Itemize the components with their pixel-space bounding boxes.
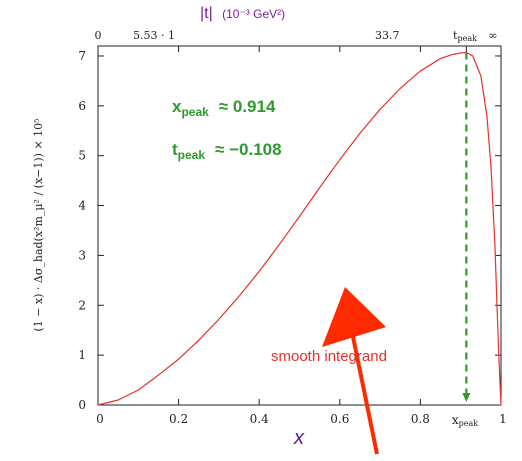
- x-tick-label: 0.8: [411, 412, 430, 426]
- top-axis-title-unit: (10⁻³ GeV²): [222, 7, 285, 21]
- y-tick-label: 5: [78, 149, 86, 163]
- x-tick-label: 0.6: [330, 412, 349, 426]
- y-tick-label: 0: [78, 398, 86, 412]
- t-peak-annotation: tpeak ≈ −0.108: [172, 140, 282, 162]
- y-tick-label: 7: [78, 49, 86, 63]
- x-peak-tick-label: xpeak: [452, 413, 478, 428]
- top-tick-1: 5.53 · 1: [133, 29, 175, 42]
- y-tick-label: 2: [78, 298, 86, 312]
- x-ticks: 0 0.2 0.4 0.6 0.8 1: [96, 46, 507, 426]
- y-tick-label: 6: [78, 99, 86, 113]
- top-tick-infinity: ∞: [488, 29, 497, 42]
- x-peak-value: ≈ 0.914: [219, 97, 276, 116]
- plot-frame: [97, 45, 502, 406]
- top-axis-title-var: |t|: [200, 5, 213, 22]
- top-tick-0: 0: [95, 29, 102, 42]
- annotation-text: smooth integrand: [271, 348, 387, 365]
- annotation-arrowhead: [322, 287, 386, 347]
- y-tick-label: 4: [78, 199, 86, 213]
- y-axis-label: (1 − x) · Δσ_had(x²m_μ² / (x−1)) × 10⁵: [32, 118, 45, 331]
- top-tick-4: 33.7: [375, 29, 400, 42]
- peak-arrowhead: [462, 393, 471, 402]
- top-tick-peak: tpeak: [453, 29, 477, 43]
- y-ticks: 0 1 2 3 4 5 6 7: [78, 49, 501, 412]
- y-tick-label: 1: [78, 348, 86, 362]
- y-tick-label: 3: [78, 248, 86, 262]
- top-axis-title: |t| (10⁻³ GeV²): [200, 5, 285, 22]
- x-peak-annotation: xpeak ≈ 0.914: [172, 97, 276, 119]
- annotation-arrow-shaft: [348, 321, 379, 455]
- t-peak-value: ≈ −0.108: [215, 140, 282, 159]
- x-tick-label: 0.2: [169, 412, 188, 426]
- x-tick-label: 0.4: [250, 412, 269, 426]
- x-axis-label: x: [293, 427, 305, 449]
- x-tick-label: 1: [499, 412, 507, 426]
- x-tick-label: 0: [96, 412, 104, 426]
- series-line-0: [97, 51, 502, 406]
